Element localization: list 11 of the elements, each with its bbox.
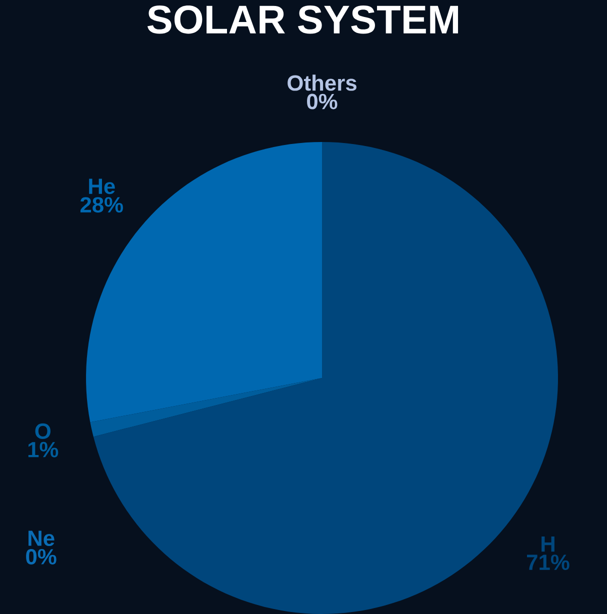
slice-label: He [89,178,115,194]
text: 0% [307,94,338,110]
data-label: 71% [526,554,570,570]
text: 0% [26,548,56,564]
slice-label: H [542,536,554,552]
category-label: Others [288,74,356,91]
data-label: 28% [80,197,123,213]
category-label: Ne [28,530,54,546]
data-label: 1% [28,442,58,458]
slice-label: O [35,423,50,439]
chart-title: SOLAR SYSTEM [147,6,458,34]
